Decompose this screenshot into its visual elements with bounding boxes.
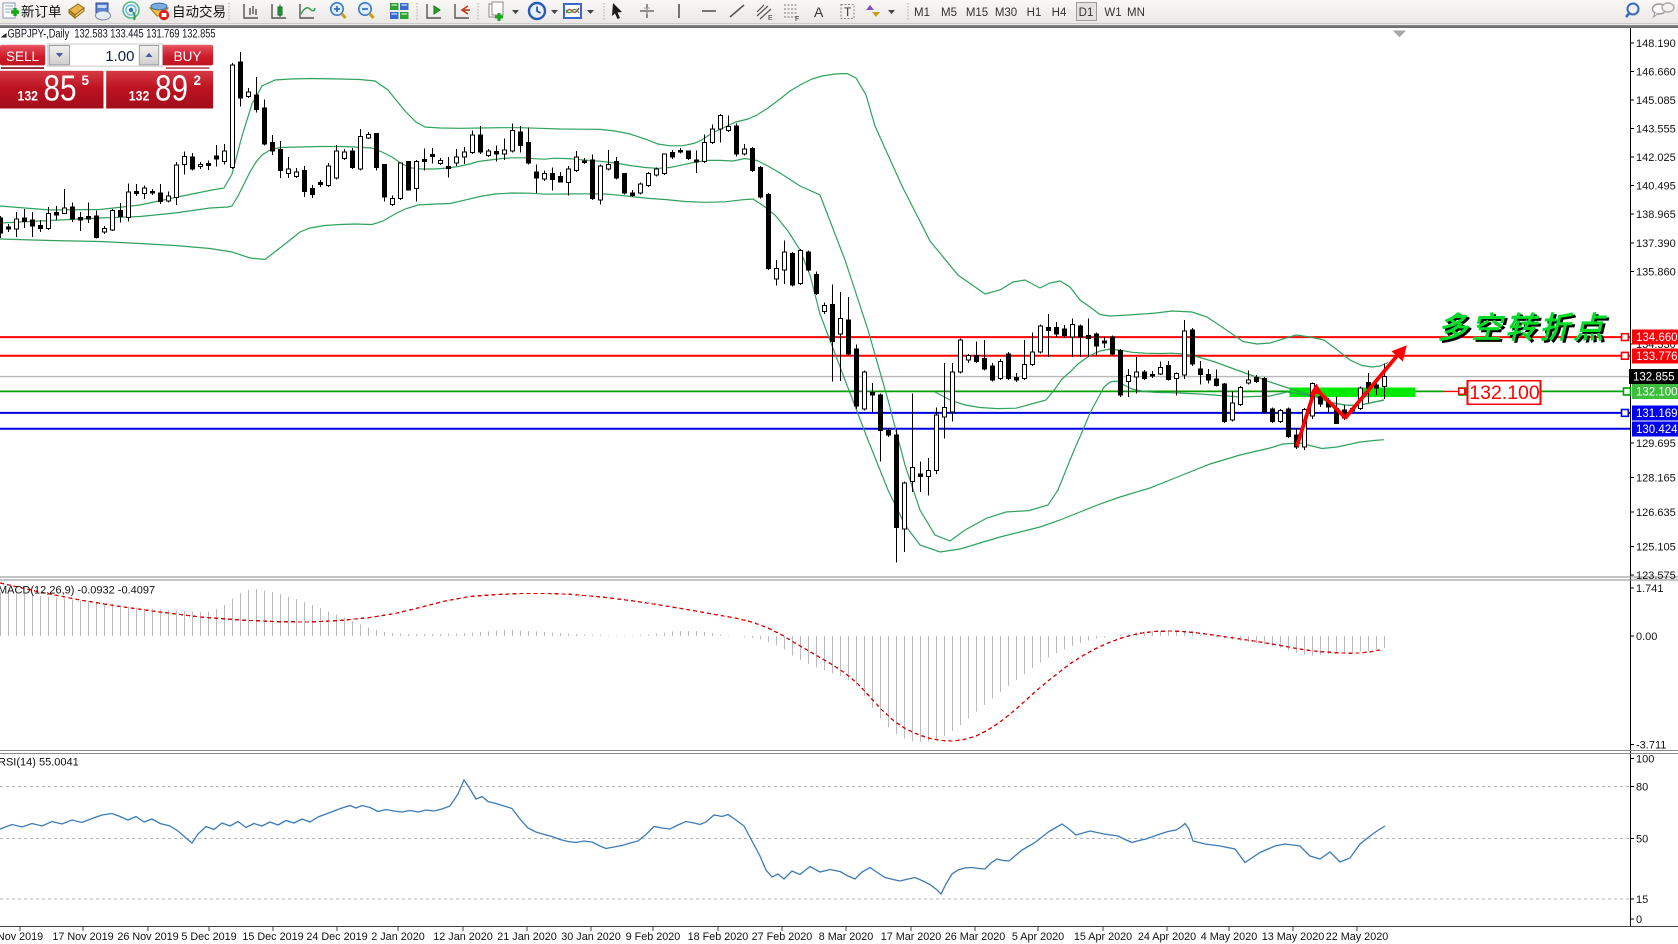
svg-text:26 Mar 2020: 26 Mar 2020 <box>945 931 1006 943</box>
svg-text:132.100: 132.100 <box>1636 386 1678 398</box>
svg-text:132: 132 <box>129 88 150 103</box>
svg-text:17 Mar 2020: 17 Mar 2020 <box>881 931 942 943</box>
svg-text:80: 80 <box>1636 782 1648 794</box>
svg-text:145.085: 145.085 <box>1636 95 1676 107</box>
svg-text:SELL: SELL <box>6 49 40 64</box>
svg-text:125.105: 125.105 <box>1636 542 1676 554</box>
svg-text:132.100: 132.100 <box>1469 382 1540 404</box>
svg-text:4 May 2020: 4 May 2020 <box>1201 931 1257 943</box>
svg-text:0: 0 <box>1636 914 1642 926</box>
svg-text:135.860: 135.860 <box>1636 267 1676 279</box>
svg-text:A: A <box>814 4 824 20</box>
svg-text:134.660: 134.660 <box>1636 332 1678 344</box>
svg-text:129.695: 129.695 <box>1636 438 1676 450</box>
svg-text:138.965: 138.965 <box>1636 209 1676 221</box>
svg-text:100: 100 <box>1636 754 1654 766</box>
svg-text:H1: H1 <box>1027 7 1042 19</box>
svg-text:148.190: 148.190 <box>1636 38 1676 50</box>
svg-text:Nov 2019: Nov 2019 <box>0 931 43 943</box>
svg-text:89: 89 <box>155 68 188 109</box>
svg-text:W1: W1 <box>1104 7 1121 19</box>
svg-text:143.555: 143.555 <box>1636 124 1676 136</box>
svg-text:M1: M1 <box>914 7 930 19</box>
svg-text:9 Feb 2020: 9 Feb 2020 <box>626 931 681 943</box>
svg-text:-3.711: -3.711 <box>1636 740 1666 752</box>
svg-text:MN: MN <box>1127 7 1145 19</box>
svg-text:1.00: 1.00 <box>105 48 134 65</box>
svg-text:137.390: 137.390 <box>1636 238 1676 250</box>
svg-text:5: 5 <box>82 73 90 88</box>
svg-text:15 Apr 2020: 15 Apr 2020 <box>1074 931 1132 943</box>
svg-text:M15: M15 <box>966 7 988 19</box>
svg-text:0.00: 0.00 <box>1636 631 1657 643</box>
svg-text:130.424: 130.424 <box>1636 424 1678 436</box>
svg-text:131.169: 131.169 <box>1636 408 1678 420</box>
svg-text:M30: M30 <box>995 7 1017 19</box>
svg-text:5 Apr 2020: 5 Apr 2020 <box>1012 931 1064 943</box>
svg-text:133.776: 133.776 <box>1636 351 1678 363</box>
svg-text:140.495: 140.495 <box>1636 181 1676 193</box>
svg-text:24 Apr 2020: 24 Apr 2020 <box>1138 931 1196 943</box>
svg-text:146.660: 146.660 <box>1636 67 1676 79</box>
svg-text:RSI(14) 55.0041: RSI(14) 55.0041 <box>0 757 79 769</box>
svg-text:M5: M5 <box>941 7 957 19</box>
svg-text:50: 50 <box>1636 834 1648 846</box>
svg-text:H4: H4 <box>1052 7 1067 19</box>
svg-text:126.635: 126.635 <box>1636 507 1676 519</box>
svg-text:多空转折点: 多空转折点 <box>1440 314 1610 347</box>
svg-text:128.165: 128.165 <box>1636 473 1676 485</box>
svg-text:24 Dec 2019: 24 Dec 2019 <box>306 931 367 943</box>
svg-text:132.855: 132.855 <box>1633 372 1675 384</box>
svg-text:多空转折点: 多空转折点 <box>1438 312 1608 345</box>
svg-text:22 May 2020: 22 May 2020 <box>1326 931 1388 943</box>
svg-text:12 Jan 2020: 12 Jan 2020 <box>433 931 492 943</box>
svg-text:D1: D1 <box>1079 7 1094 19</box>
svg-text:5 Dec 2019: 5 Dec 2019 <box>181 931 236 943</box>
svg-text:85: 85 <box>44 68 77 109</box>
svg-text:自动交易: 自动交易 <box>172 4 226 20</box>
svg-text:18 Feb 2020: 18 Feb 2020 <box>688 931 749 943</box>
svg-text:21 Jan 2020: 21 Jan 2020 <box>497 931 556 943</box>
svg-text:13 May 2020: 13 May 2020 <box>1262 931 1324 943</box>
svg-text:17 Nov 2019: 17 Nov 2019 <box>52 931 113 943</box>
svg-text:2 Jan 2020: 2 Jan 2020 <box>371 931 424 943</box>
svg-text:26 Nov 2019: 26 Nov 2019 <box>117 931 178 943</box>
svg-text:BUY: BUY <box>174 49 202 64</box>
svg-text:15: 15 <box>1636 894 1648 906</box>
svg-text:132: 132 <box>18 88 39 103</box>
svg-text:8 Mar 2020: 8 Mar 2020 <box>819 931 874 943</box>
svg-text:T: T <box>844 5 852 19</box>
svg-text:30 Jan 2020: 30 Jan 2020 <box>561 931 620 943</box>
svg-text:15 Dec 2019: 15 Dec 2019 <box>242 931 303 943</box>
svg-text:142.025: 142.025 <box>1636 152 1676 164</box>
svg-text:E: E <box>768 15 773 22</box>
svg-text:MACD(12,26,9) -0.0932 -0.4097: MACD(12,26,9) -0.0932 -0.4097 <box>0 585 155 597</box>
svg-text:F: F <box>795 16 799 23</box>
svg-text:123.575: 123.575 <box>1636 570 1676 582</box>
svg-text:2: 2 <box>194 73 202 88</box>
svg-text:27 Feb 2020: 27 Feb 2020 <box>752 931 813 943</box>
svg-text:新订单: 新订单 <box>21 5 62 20</box>
svg-text:1.741: 1.741 <box>1636 583 1664 595</box>
svg-text:GBPJPY-,Daily 132.583 133.445: GBPJPY-,Daily 132.583 133.445 131.769 13… <box>8 29 216 41</box>
